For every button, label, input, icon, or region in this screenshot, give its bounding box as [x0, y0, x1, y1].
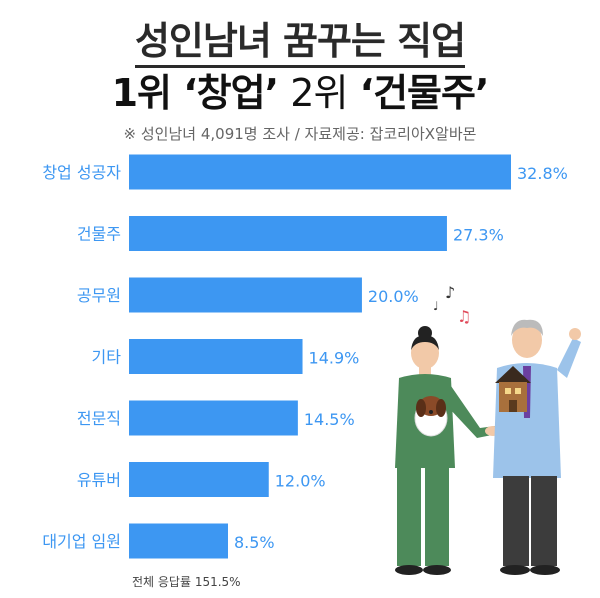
category-label: 건물주	[77, 225, 121, 244]
bar	[129, 277, 362, 313]
value-label: 32.8%	[517, 164, 568, 183]
category-label: 대기업 임원	[42, 532, 121, 551]
bar	[129, 462, 269, 497]
value-label: 12.0%	[275, 472, 326, 491]
music-note-icon: ♪ ♫ ♩	[433, 283, 471, 326]
value-label: 14.9%	[309, 349, 360, 368]
chart-subtitle-ranking: 1위 ‘창업’ 2위 ‘건물주’	[111, 71, 490, 115]
bar	[129, 154, 511, 190]
bar	[129, 523, 228, 559]
bar	[129, 339, 303, 374]
svg-text:♫: ♫	[457, 307, 471, 326]
people-illustration: ♪ ♫ ♩	[395, 283, 581, 575]
svg-text:♪: ♪	[445, 283, 455, 302]
svg-text:♩: ♩	[433, 299, 439, 313]
source-note: ※ 성인남녀 4,091명 조사 / 자료제공: 잡코리아X알바몬	[123, 125, 477, 143]
category-label: 전문직	[77, 409, 121, 428]
category-label: 유튜버	[77, 471, 121, 490]
response-rate-note: 전체 응답률 151.5%	[132, 575, 241, 589]
category-label: 공무원	[77, 286, 121, 305]
value-label: 27.3%	[453, 226, 504, 245]
category-label: 창업 성공자	[42, 163, 121, 182]
category-label: 기타	[92, 348, 122, 367]
veterinarian-figure	[395, 326, 501, 575]
building-owner-figure	[493, 319, 581, 575]
value-label: 8.5%	[234, 533, 275, 552]
chart-title: 성인남녀 꿈꾸는 직업	[0, 10, 600, 68]
value-label: 20.0%	[368, 287, 419, 306]
value-label: 14.5%	[304, 410, 355, 429]
bar	[129, 400, 298, 436]
bar-chart: 창업 성공자 32.8% 건물주 27.3% 공무원 20.0% 기타 14.9% 전문직 14.…	[42, 154, 568, 559]
bar	[129, 216, 447, 251]
